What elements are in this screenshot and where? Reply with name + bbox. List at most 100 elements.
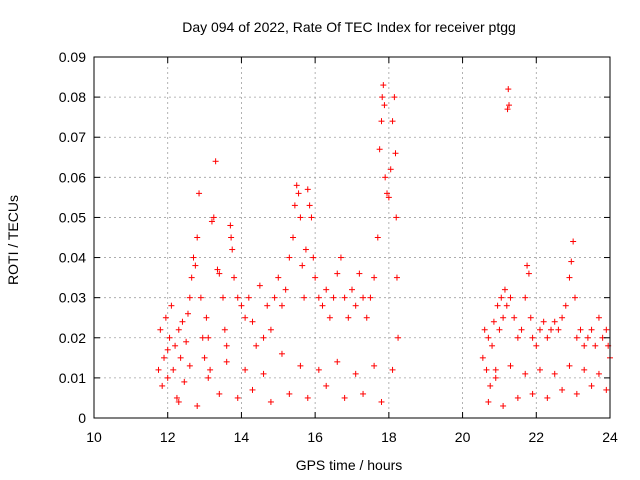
y-axis-label: ROTI / TECUs <box>5 195 21 285</box>
y-tick-label: 0.02 <box>59 330 86 346</box>
data-point <box>592 342 599 349</box>
data-point <box>249 386 256 393</box>
data-point <box>175 326 182 333</box>
data-point <box>234 294 241 301</box>
data-point <box>295 190 302 197</box>
data-point <box>588 382 595 389</box>
data-point <box>525 270 532 277</box>
data-point <box>302 246 309 253</box>
data-point <box>527 314 534 321</box>
data-point <box>286 390 293 397</box>
data-point <box>584 334 591 341</box>
data-point <box>278 350 285 357</box>
data-point <box>507 362 514 369</box>
data-point <box>395 334 402 341</box>
data-point <box>385 194 392 201</box>
data-point <box>337 254 344 261</box>
x-tick-label: 20 <box>455 429 471 445</box>
data-point <box>524 262 531 269</box>
data-point <box>536 326 543 333</box>
data-point <box>393 274 400 281</box>
data-point <box>356 270 363 277</box>
data-point <box>571 294 578 301</box>
data-point <box>293 182 300 189</box>
data-point <box>304 394 311 401</box>
data-point <box>498 294 505 301</box>
data-point <box>389 366 396 373</box>
data-point <box>310 254 317 261</box>
data-points <box>155 82 613 409</box>
data-point <box>581 366 588 373</box>
data-point <box>555 326 562 333</box>
data-point <box>238 302 245 309</box>
data-point <box>577 326 584 333</box>
data-point <box>245 294 252 301</box>
data-point <box>231 274 238 281</box>
data-point <box>282 286 289 293</box>
y-tick-label: 0.06 <box>59 169 86 185</box>
data-point <box>507 294 514 301</box>
data-point <box>301 294 308 301</box>
data-point <box>172 342 179 349</box>
data-point <box>529 390 536 397</box>
data-point <box>297 214 304 221</box>
data-point <box>290 234 297 241</box>
gridlines <box>94 57 610 418</box>
data-point <box>352 302 359 309</box>
data-point <box>500 402 507 409</box>
data-point <box>323 286 330 293</box>
data-point <box>391 94 398 101</box>
data-point <box>179 318 186 325</box>
x-tick-label: 14 <box>234 429 250 445</box>
data-point <box>490 318 497 325</box>
data-point <box>299 262 306 269</box>
data-point <box>492 366 499 373</box>
data-point <box>159 382 166 389</box>
data-point <box>190 254 197 261</box>
data-point <box>216 270 223 277</box>
data-point <box>352 370 359 377</box>
data-point <box>192 262 199 269</box>
data-point <box>595 370 602 377</box>
data-point <box>505 86 512 93</box>
data-point <box>382 174 389 181</box>
data-point <box>208 218 215 225</box>
x-tick-label: 10 <box>86 429 102 445</box>
data-point <box>334 270 341 277</box>
data-point <box>256 282 263 289</box>
data-point <box>349 286 355 293</box>
data-point <box>278 302 285 309</box>
data-point <box>378 398 385 405</box>
data-point <box>319 302 326 309</box>
data-point <box>603 326 610 333</box>
data-point <box>392 150 399 157</box>
data-point <box>371 274 378 281</box>
data-point <box>207 366 214 373</box>
data-point <box>184 310 191 317</box>
y-tick-label: 0.09 <box>59 49 86 65</box>
data-point <box>481 326 488 333</box>
data-point <box>341 294 348 301</box>
y-tick-label: 0.05 <box>59 209 86 225</box>
data-point <box>380 82 387 89</box>
data-point <box>363 314 370 321</box>
data-point <box>514 394 521 401</box>
data-point <box>197 294 204 301</box>
data-point <box>308 214 315 221</box>
data-point <box>581 342 588 349</box>
data-point <box>387 166 394 173</box>
axis-ticks: 10 12 14 16 18 20 22 24 0 0.01 0.02 0.03 0.04 0.05 0.0… <box>59 49 618 445</box>
x-axis-label: GPS time / hours <box>296 457 403 473</box>
data-point <box>504 106 511 113</box>
data-point <box>485 398 492 405</box>
data-point <box>220 294 226 301</box>
data-point <box>494 302 501 309</box>
data-point <box>155 366 162 373</box>
data-point <box>360 390 367 397</box>
data-point <box>264 302 271 309</box>
data-point <box>196 190 203 197</box>
data-point <box>503 302 510 309</box>
data-point <box>173 394 180 401</box>
data-point <box>393 214 400 221</box>
